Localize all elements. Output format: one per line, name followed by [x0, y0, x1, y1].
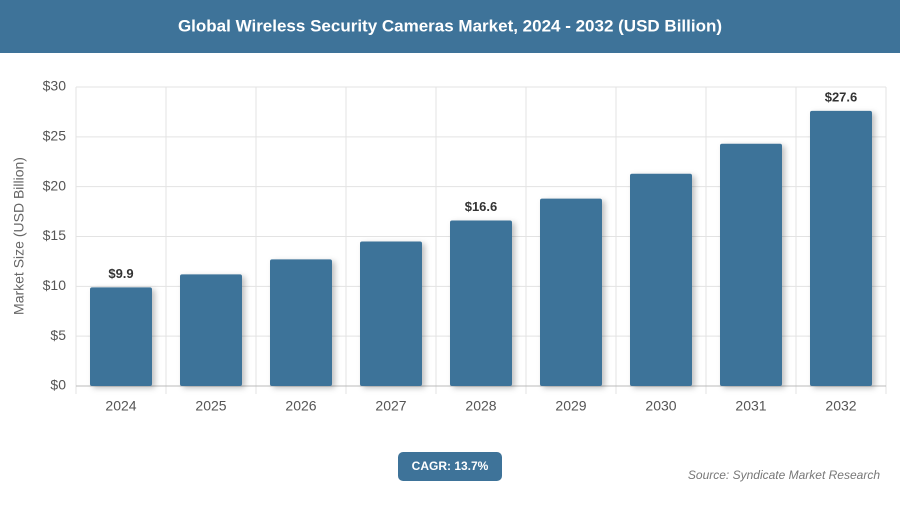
x-tick-label: 2028	[465, 398, 496, 414]
bar	[630, 173, 692, 386]
y-tick-label: $5	[50, 327, 66, 343]
bar	[810, 110, 872, 387]
y-tick-label: $25	[43, 128, 67, 144]
x-tick-label: 2030	[645, 398, 676, 414]
y-tick-label: $20	[43, 177, 67, 193]
chart-title: Global Wireless Security Cameras Market,…	[178, 16, 722, 35]
x-tick-label: 2026	[285, 398, 316, 414]
bar	[720, 143, 782, 386]
cagr-text: CAGR: 13.7%	[412, 459, 489, 473]
cagr-badge	[398, 452, 502, 481]
data-label: $27.6	[825, 89, 858, 104]
data-label: $16.6	[465, 199, 498, 214]
x-tick-label: 2027	[375, 398, 406, 414]
data-label: $9.9	[108, 266, 133, 281]
bar	[360, 241, 422, 386]
bar	[540, 198, 602, 386]
bar	[450, 220, 512, 386]
header-bar	[0, 0, 900, 53]
x-tick-label: 2024	[105, 398, 136, 414]
x-tick-label: 2029	[555, 398, 586, 414]
x-tick-label: 2031	[735, 398, 766, 414]
y-tick-label: $15	[43, 227, 67, 243]
source-note: Source: Syndicate Market Research	[688, 468, 880, 482]
x-tick-label: 2025	[195, 398, 226, 414]
x-tick-label: 2032	[825, 398, 856, 414]
y-tick-label: $10	[43, 277, 67, 293]
y-axis-label: Market Size (USD Billion)	[11, 157, 27, 315]
bar	[180, 274, 242, 386]
bar	[270, 259, 332, 386]
y-tick-label: $30	[43, 78, 67, 94]
bar	[90, 287, 152, 386]
y-tick-label: $0	[50, 377, 66, 393]
